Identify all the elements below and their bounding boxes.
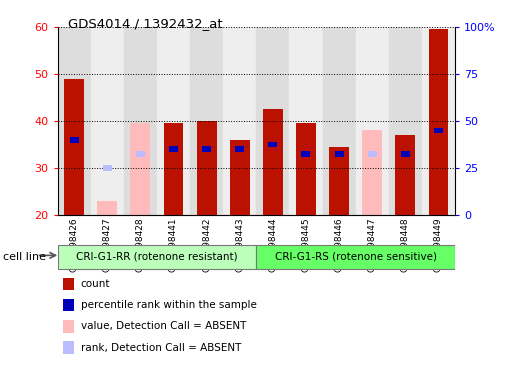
- Bar: [323, 27, 356, 215]
- Bar: [263, 109, 283, 215]
- Bar: [356, 27, 389, 215]
- Bar: [329, 147, 349, 215]
- Text: count: count: [81, 279, 110, 289]
- Bar: [157, 27, 190, 215]
- Bar: [197, 121, 217, 215]
- Text: value, Detection Call = ABSENT: value, Detection Call = ABSENT: [81, 321, 246, 331]
- Bar: [130, 123, 150, 215]
- Bar: [58, 245, 256, 270]
- Bar: [64, 79, 84, 215]
- Bar: [230, 140, 249, 215]
- Text: CRI-G1-RS (rotenone sensitive): CRI-G1-RS (rotenone sensitive): [275, 252, 437, 262]
- Bar: [268, 142, 277, 147]
- Bar: [395, 135, 415, 215]
- Bar: [428, 29, 448, 215]
- Bar: [58, 27, 90, 215]
- Bar: [97, 201, 117, 215]
- Bar: [103, 165, 112, 171]
- Bar: [401, 151, 410, 157]
- Bar: [335, 151, 344, 157]
- Bar: [362, 131, 382, 215]
- Bar: [70, 137, 78, 142]
- Bar: [202, 146, 211, 152]
- Bar: [389, 27, 422, 215]
- Bar: [90, 27, 124, 215]
- Text: GDS4014 / 1392432_at: GDS4014 / 1392432_at: [68, 17, 223, 30]
- Text: rank, Detection Call = ABSENT: rank, Detection Call = ABSENT: [81, 343, 241, 353]
- Bar: [169, 146, 178, 152]
- Bar: [434, 127, 443, 133]
- Bar: [301, 151, 311, 157]
- Text: CRI-G1-RR (rotenone resistant): CRI-G1-RR (rotenone resistant): [76, 252, 238, 262]
- Bar: [223, 27, 256, 215]
- Bar: [368, 151, 377, 157]
- Bar: [289, 27, 323, 215]
- Bar: [296, 123, 316, 215]
- Bar: [256, 245, 455, 270]
- Text: percentile rank within the sample: percentile rank within the sample: [81, 300, 256, 310]
- Bar: [422, 27, 455, 215]
- Bar: [256, 27, 289, 215]
- Bar: [235, 146, 244, 152]
- Bar: [164, 123, 184, 215]
- Bar: [124, 27, 157, 215]
- Bar: [136, 151, 145, 157]
- Bar: [190, 27, 223, 215]
- Text: cell line: cell line: [3, 252, 46, 262]
